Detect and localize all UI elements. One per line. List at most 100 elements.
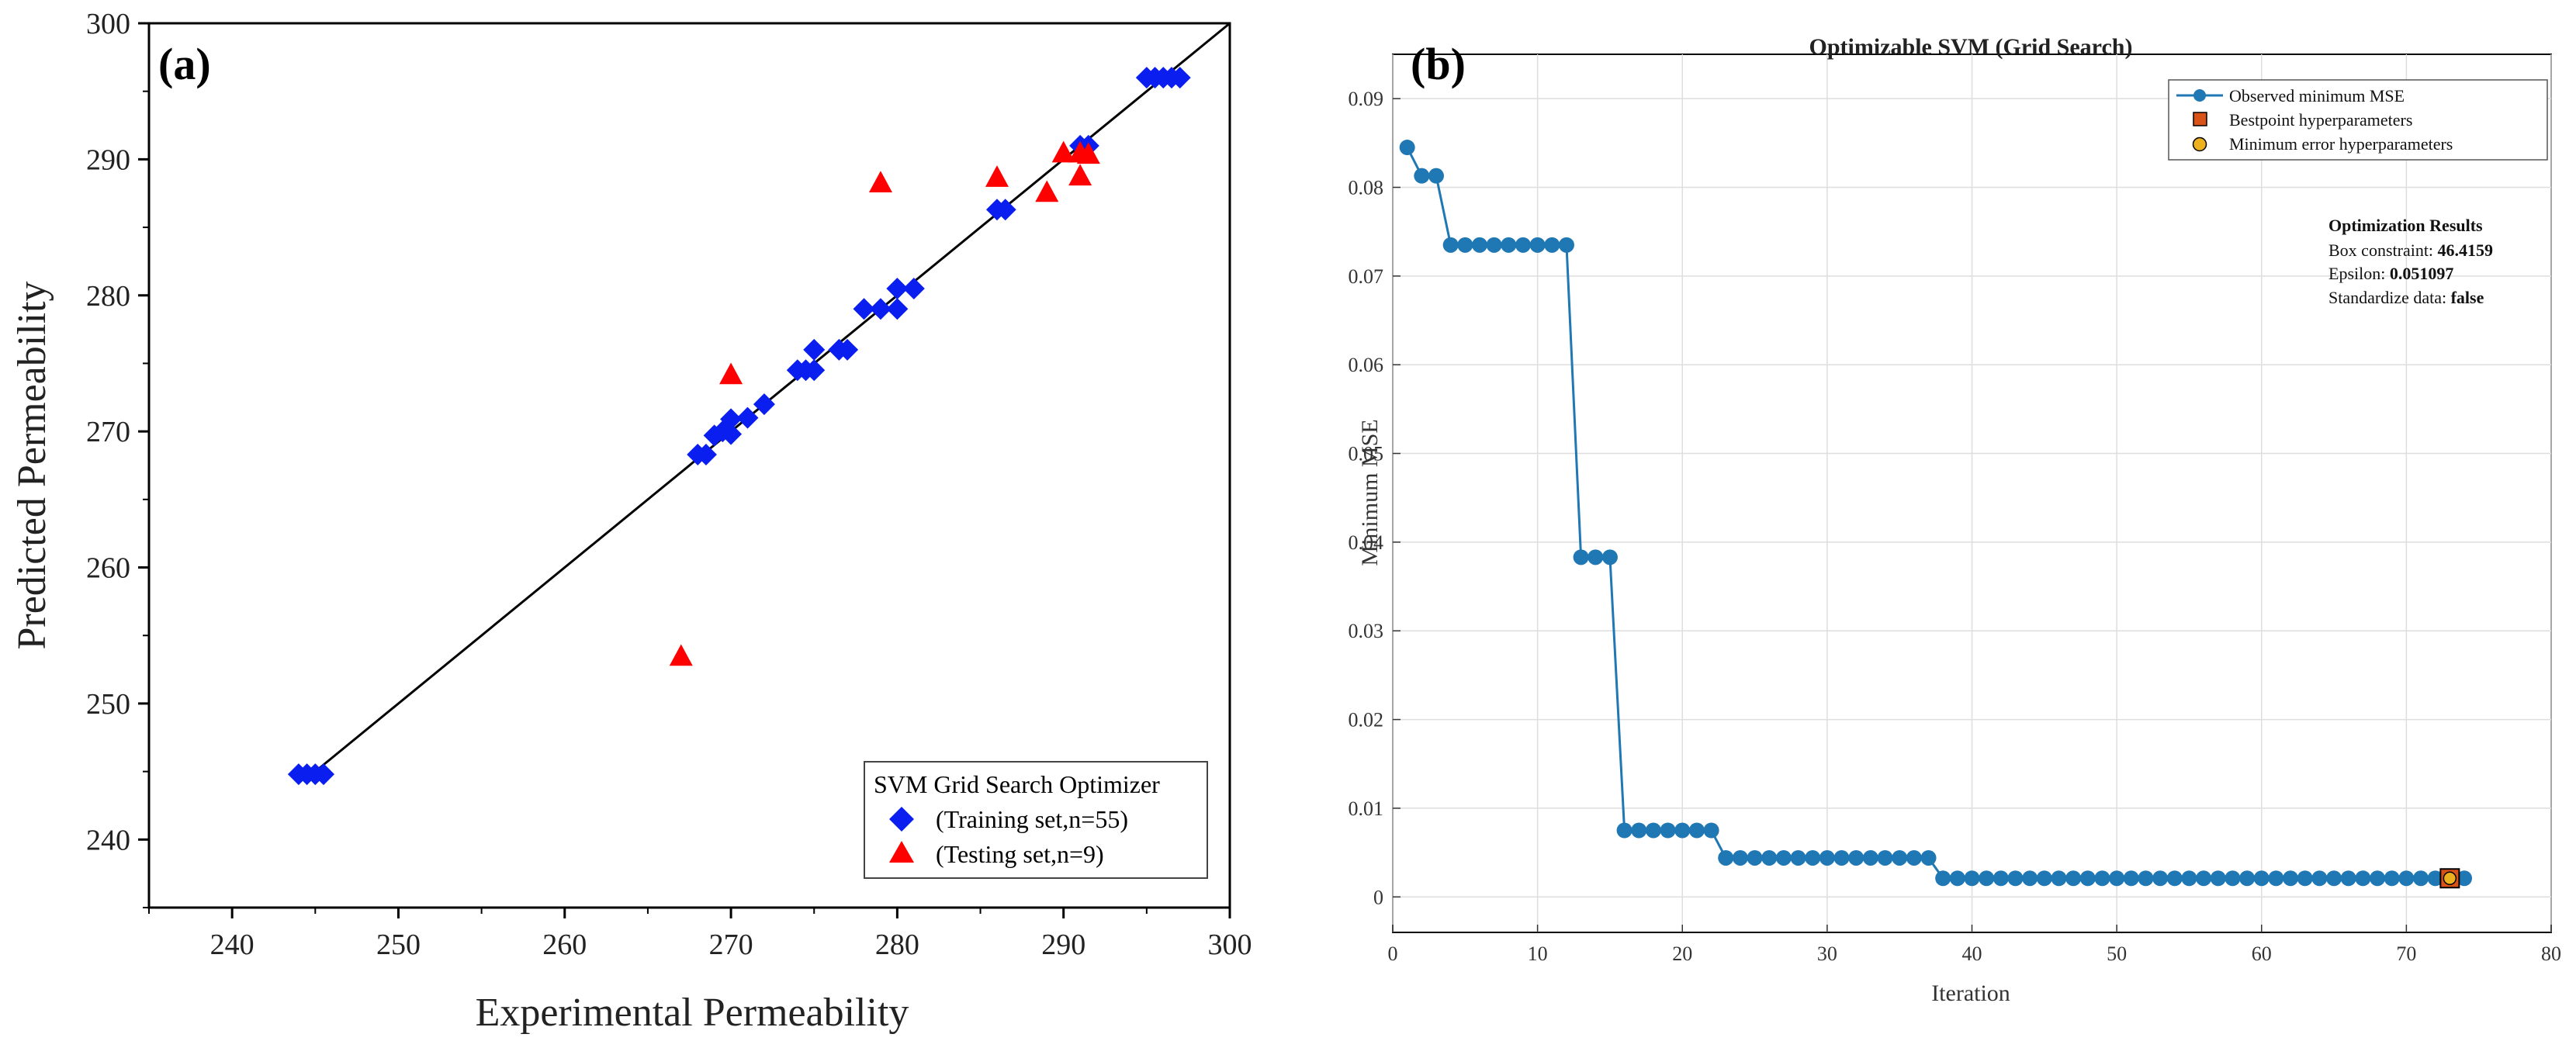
testing-point xyxy=(669,644,693,666)
training-point xyxy=(720,423,743,445)
y-tick-label: 0.07 xyxy=(1349,265,1384,288)
observed-mse-point xyxy=(2355,870,2371,887)
x-tick-label: 300 xyxy=(1208,929,1252,961)
training-point xyxy=(902,278,925,299)
observed-mse-point xyxy=(1949,870,1965,887)
observed-mse-point xyxy=(2398,870,2415,887)
y-tick-label: 0.08 xyxy=(1349,177,1384,199)
y-tick-label: 0.04 xyxy=(1349,531,1384,554)
observed-mse-point xyxy=(1414,168,1430,184)
observed-mse-point xyxy=(2109,870,2125,887)
observed-mse-point xyxy=(2166,870,2183,887)
observed-mse-point xyxy=(1601,549,1618,565)
observed-mse-point xyxy=(1558,237,1574,253)
observed-mse-point xyxy=(2022,870,2038,887)
panel-a-label: (a) xyxy=(158,39,211,89)
observed-mse-point xyxy=(1544,237,1560,253)
training-point xyxy=(694,443,717,465)
observed-mse-point xyxy=(2413,870,2429,887)
observed-mse-point xyxy=(1631,822,1647,839)
observed-mse-point xyxy=(1906,849,1922,866)
observed-mse-point xyxy=(1790,849,1806,866)
x-tick-label: 10 xyxy=(1528,942,1548,965)
observed-mse-point xyxy=(2181,870,2197,887)
observed-mse-point xyxy=(1833,849,1850,866)
y-tick-label: 0.09 xyxy=(1349,88,1384,110)
observed-mse-point xyxy=(1399,140,1415,156)
panel-b-ticks: 0 10 20 30 40 50 60 70 80 0 0.01 0.02 0.03 0.04 0.05 0.… xyxy=(1349,88,2562,965)
observed-mse-point xyxy=(1515,237,1531,253)
observed-mse-point xyxy=(1761,849,1778,866)
observed-mse-point xyxy=(1529,237,1546,253)
observed-mse-point xyxy=(2196,870,2212,887)
epsilon-row: Epsilon: 0.051097 xyxy=(2328,264,2453,283)
observed-mse-point xyxy=(2123,870,2139,887)
testing-point xyxy=(1051,140,1075,163)
y-tick-label: 240 xyxy=(86,824,130,856)
panel-a-y-axis-label: Predicted Permeability xyxy=(10,281,54,649)
x-tick-label: 40 xyxy=(1962,942,1982,965)
box-constraint-label: Box constraint: xyxy=(2328,240,2438,260)
training-point xyxy=(869,298,892,320)
panel-b-line: 0 10 20 30 40 50 60 70 80 0 0.01 0.02 0.03 0.04 0.05 0.… xyxy=(1349,34,2562,1006)
testing-point xyxy=(719,362,743,385)
training-point xyxy=(753,393,775,416)
observed-mse-point xyxy=(2210,870,2226,887)
y-tick-label: 0.06 xyxy=(1349,354,1384,376)
training-point xyxy=(886,298,909,320)
panel-b-label: (b) xyxy=(1411,39,1466,89)
training-point xyxy=(313,763,335,786)
observed-mse-point xyxy=(1457,237,1473,253)
panel-a-x-axis-label: Experimental Permeability xyxy=(476,991,909,1035)
training-point xyxy=(1169,67,1191,89)
panel-b-legend-bestpoint: Bestpoint hyperparameters xyxy=(2229,110,2412,130)
y-tick-label: 0.01 xyxy=(1349,797,1384,820)
y-tick-label: 270 xyxy=(86,416,130,448)
legend-circle-icon xyxy=(2193,89,2206,102)
testing-point xyxy=(985,165,1009,187)
observed-mse-point xyxy=(2051,870,2067,887)
observed-mse-point xyxy=(2384,870,2400,887)
y-tick-label: 0.05 xyxy=(1349,443,1384,465)
observed-mse-point xyxy=(2138,870,2154,887)
observed-mse-point xyxy=(1660,822,1676,839)
observed-mse-point xyxy=(1688,822,1705,839)
observed-mse-point xyxy=(2225,870,2241,887)
observed-mse-point xyxy=(1848,849,1864,866)
box-constraint-row: Box constraint: 46.4159 xyxy=(2328,240,2493,260)
panel-a-legend-title: SVM Grid Search Optimizer xyxy=(874,770,1160,798)
panel-b-grid xyxy=(1392,54,2552,932)
panel-b-series xyxy=(1399,140,2473,889)
panel-a-points xyxy=(287,67,1191,786)
epsilon-label: Epsilon: xyxy=(2328,264,2390,283)
observed-mse-point xyxy=(2311,870,2328,887)
x-tick-label: 70 xyxy=(2396,942,2416,965)
observed-mse-point xyxy=(1964,870,1980,887)
y-tick-label: 0.03 xyxy=(1349,620,1384,642)
observed-mse-point xyxy=(2094,870,2110,887)
x-tick-label: 290 xyxy=(1041,929,1085,961)
panel-a-legend-training: (Training set,n=55) xyxy=(936,805,1128,833)
observed-mse-point xyxy=(1616,822,1633,839)
standardize-row: Standardize data: false xyxy=(2328,288,2484,307)
legend-dot-icon xyxy=(2192,137,2207,152)
x-tick-label: 280 xyxy=(875,929,919,961)
panel-a-legend-testing: (Testing set,n=9) xyxy=(936,840,1104,868)
panel-b-x-axis-label: Iteration xyxy=(1931,980,2010,1006)
observed-mse-point xyxy=(1486,237,1502,253)
optimization-results-heading: Optimization Results xyxy=(2328,216,2483,235)
testing-point xyxy=(1035,180,1059,202)
epsilon-value: 0.051097 xyxy=(2390,264,2454,283)
x-tick-label: 60 xyxy=(2252,942,2272,965)
panel-a-scatter: 240 250 260 270 280 290 300 240 250 260 270 280 290 3… xyxy=(10,8,1252,1035)
observed-mse-point xyxy=(2079,870,2096,887)
panel-b-legend-minerror: Minimum error hyperparameters xyxy=(2229,134,2453,154)
standardize-value: false xyxy=(2451,288,2484,307)
observed-mse-point xyxy=(2340,870,2356,887)
observed-mse-point xyxy=(1862,849,1878,866)
observed-mse-point xyxy=(2370,870,2386,887)
observed-mse-point xyxy=(2065,870,2082,887)
legend-triangle-icon xyxy=(889,841,914,863)
observed-mse-point xyxy=(1587,549,1604,565)
